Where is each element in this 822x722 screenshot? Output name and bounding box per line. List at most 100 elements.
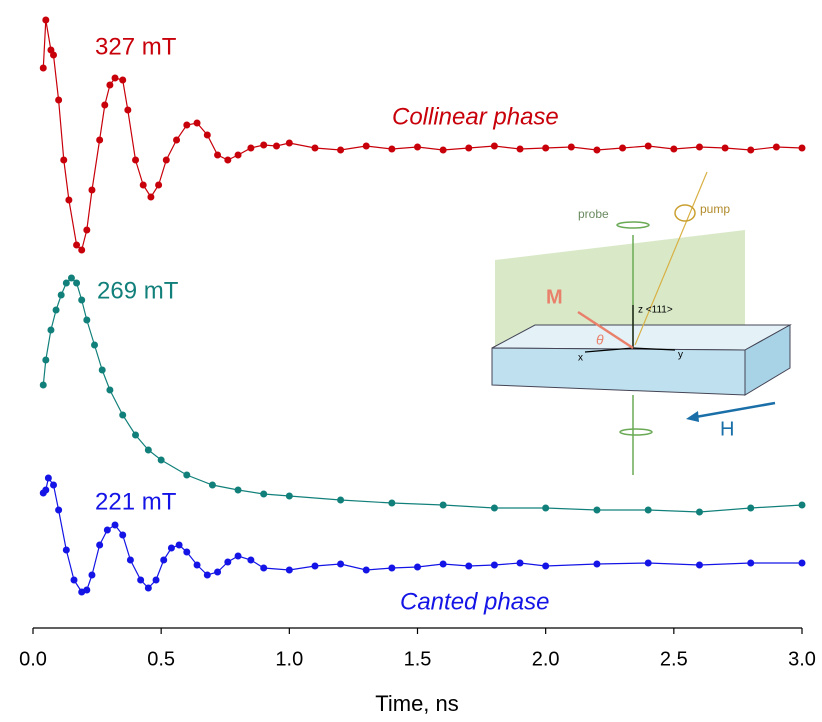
data-point <box>516 145 524 153</box>
data-point <box>234 151 242 159</box>
data-point <box>695 143 703 151</box>
inset-label: H <box>720 418 734 440</box>
data-point <box>465 562 473 570</box>
data-point <box>183 548 191 556</box>
data-point <box>388 499 396 507</box>
data-point <box>183 471 191 479</box>
data-point <box>39 381 47 389</box>
annotation: 269 mT <box>97 277 179 304</box>
x-tick-label: 1.0 <box>275 648 303 670</box>
data-point <box>798 144 806 152</box>
data-point <box>137 576 145 584</box>
data-point <box>91 341 99 349</box>
data-point <box>695 508 703 516</box>
m-vector <box>577 310 634 350</box>
data-point <box>593 560 601 568</box>
data-point <box>193 561 201 569</box>
h-vector <box>689 401 776 420</box>
annotation: 221 mT <box>95 488 177 515</box>
data-point <box>567 143 575 151</box>
probe-pulse-out <box>619 428 653 436</box>
data-point <box>311 144 319 152</box>
data-point <box>50 51 58 59</box>
data-point <box>42 356 50 364</box>
data-point <box>101 101 109 109</box>
inset-label: M <box>546 286 563 308</box>
data-point <box>139 181 147 189</box>
data-point <box>193 119 201 127</box>
data-point <box>247 556 255 564</box>
data-point <box>103 526 111 534</box>
annotation: Collinear phase <box>392 103 559 130</box>
data-point <box>119 531 127 539</box>
x-tick-label: 2.0 <box>532 648 560 670</box>
data-point <box>106 386 114 394</box>
x-tick-label: 0.5 <box>147 648 175 670</box>
data-point <box>224 156 232 164</box>
data-point <box>175 541 183 549</box>
data-point <box>747 146 755 154</box>
h-arrowhead <box>686 411 699 422</box>
data-point <box>119 411 127 419</box>
data-point <box>52 306 60 314</box>
data-point <box>593 146 601 154</box>
data-point <box>96 136 104 144</box>
data-point <box>65 196 73 204</box>
data-point <box>542 144 550 152</box>
data-point <box>160 556 168 564</box>
data-point <box>247 144 255 152</box>
data-point <box>147 193 155 201</box>
data-point <box>439 146 447 154</box>
data-point <box>144 584 152 592</box>
data-point <box>132 431 140 439</box>
data-point <box>490 561 498 569</box>
inset-label: θ <box>596 332 604 348</box>
data-point <box>644 506 652 514</box>
data-point <box>57 291 65 299</box>
data-point <box>798 501 806 509</box>
data-point <box>132 156 140 164</box>
pump-beam <box>634 171 708 346</box>
x-axis <box>584 347 634 353</box>
data-point <box>337 496 345 504</box>
data-point <box>183 121 191 129</box>
data-point <box>78 296 86 304</box>
inset-label: z <111> <box>638 305 673 316</box>
x-tick-label: 3.0 <box>788 648 816 670</box>
data-point <box>490 504 498 512</box>
data-point <box>721 144 729 152</box>
data-point <box>96 541 104 549</box>
inset-label: y <box>678 350 683 361</box>
data-point <box>42 16 50 24</box>
data-point <box>83 226 91 234</box>
pump-pulse <box>674 204 696 222</box>
data-point <box>414 563 421 571</box>
data-point <box>62 546 70 554</box>
data-point <box>273 142 281 150</box>
data-point <box>516 559 524 567</box>
data-point <box>798 559 806 567</box>
data-point <box>73 279 81 287</box>
data-point <box>260 564 268 572</box>
data-point <box>152 576 160 584</box>
data-point <box>772 143 780 151</box>
y-axis <box>632 347 676 351</box>
data-point <box>285 492 293 500</box>
data-point <box>337 146 345 154</box>
data-point <box>124 106 132 114</box>
data-point <box>224 558 232 566</box>
probe-pulse <box>616 221 650 229</box>
annotation: Canted phase <box>400 588 549 615</box>
data-point <box>47 326 55 334</box>
slab-side <box>744 324 791 396</box>
data-point <box>55 96 63 104</box>
data-point <box>67 274 75 282</box>
data-point <box>439 501 447 509</box>
x-tick-label: 2.5 <box>660 648 688 670</box>
data-point <box>106 81 114 89</box>
data-point <box>155 181 163 189</box>
data-point <box>83 316 91 324</box>
slab-front <box>491 347 746 396</box>
inset-diagram: probe pump M z <111> x y θ H <box>491 171 792 475</box>
data-point <box>157 456 165 464</box>
